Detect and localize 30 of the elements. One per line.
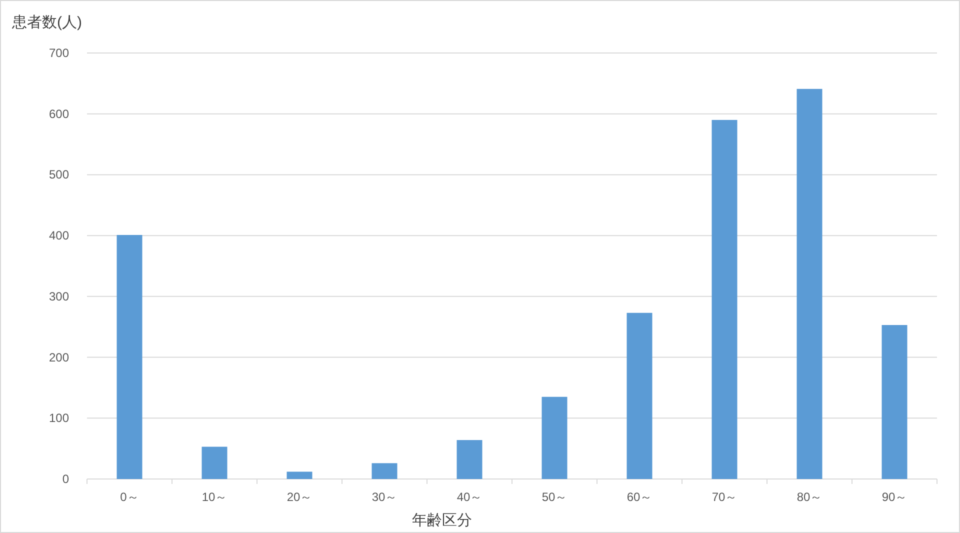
bar: [626, 312, 652, 479]
bar: [286, 472, 312, 479]
x-tick-label: 0～: [120, 490, 139, 504]
y-tick-label: 0: [62, 472, 70, 486]
y-tick-label: 300: [48, 289, 70, 304]
x-tick-label: 50～: [542, 490, 568, 504]
x-tick-label: 70～: [712, 490, 738, 504]
x-tick-label: 90～: [882, 490, 908, 504]
bar: [372, 463, 398, 479]
y-tick-label: 400: [48, 228, 70, 243]
y-axis-title: 患者数(人): [11, 14, 82, 31]
x-tick-label: 40～: [456, 490, 482, 504]
x-tick-label: 80～: [796, 490, 822, 504]
bar: [542, 396, 568, 479]
bar: [202, 446, 228, 479]
x-tick-label: 60～: [626, 490, 652, 504]
bar: [456, 440, 482, 479]
x-tick-label: 20～: [286, 490, 312, 504]
y-tick-label: 200: [48, 350, 70, 364]
x-tick-label: 10～: [202, 490, 228, 504]
bar: [712, 120, 738, 479]
bar: [882, 325, 908, 479]
y-tick-label: 600: [48, 106, 70, 121]
y-tick-label: 700: [48, 46, 70, 60]
bar: [796, 88, 822, 479]
bar: [116, 234, 142, 479]
x-tick-label: 30～: [372, 490, 398, 504]
y-tick-label: 500: [48, 168, 70, 182]
x-axis-title: 年齢区分: [412, 512, 472, 529]
y-tick-label: 100: [48, 411, 70, 426]
